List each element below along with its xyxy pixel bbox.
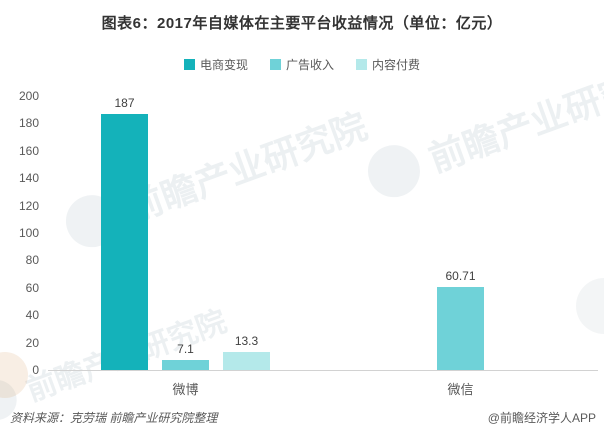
y-axis-tick-label: 20 [25, 335, 39, 350]
legend-label: 广告收入 [285, 58, 334, 72]
bar-value-label: 7.1 [177, 342, 194, 357]
y-axis-tick-label: 200 [18, 89, 39, 103]
bar-微博-内容付费 [223, 351, 270, 370]
brand-credit: @前瞻经济学人APP [487, 411, 596, 425]
y-axis-tick-label: 140 [18, 171, 39, 186]
y-axis-tick-label: 100 [18, 226, 39, 240]
legend-item-广告收入: 广告收入 [269, 56, 334, 73]
y-axis-tick-label: 180 [18, 116, 39, 131]
x-axis-category-label: 微博 [172, 382, 199, 397]
bar-微博-电商变现 [101, 113, 148, 370]
legend-swatch-icon [356, 59, 367, 70]
legend-swatch-icon [269, 59, 281, 70]
y-axis-tick-label: 0 [32, 363, 39, 377]
y-axis-tick-label: 80 [25, 253, 39, 268]
legend-item-电商变现: 电商变现 [183, 56, 248, 73]
x-axis-category-label: 微信 [447, 382, 474, 397]
chart-legend: 电商变现 广告收入 内容付费 [0, 56, 604, 73]
x-axis-line [48, 370, 598, 371]
legend-label: 电商变现 [199, 58, 248, 72]
legend-item-内容付费: 内容付费 [356, 56, 420, 73]
bar-value-label: 187 [114, 95, 135, 110]
bar-微信-广告收入 [437, 286, 484, 370]
y-axis-tick-label: 160 [18, 143, 39, 158]
data-source-note: 资料来源：克劳瑞 前瞻产业研究院整理 [10, 411, 218, 425]
y-axis-tick-label: 40 [25, 308, 39, 323]
legend-label: 内容付费 [372, 58, 421, 72]
y-axis-tick-label: 120 [18, 198, 39, 213]
y-axis-tick-label: 60 [25, 280, 39, 295]
bar-微博-广告收入 [162, 360, 209, 370]
legend-swatch-icon [183, 59, 195, 70]
bar-value-label: 60.71 [445, 268, 476, 283]
chart-title: 图表6：2017年自媒体在主要平台收益情况（单位：亿元） [101, 15, 503, 32]
bar-value-label: 13.3 [234, 333, 259, 348]
